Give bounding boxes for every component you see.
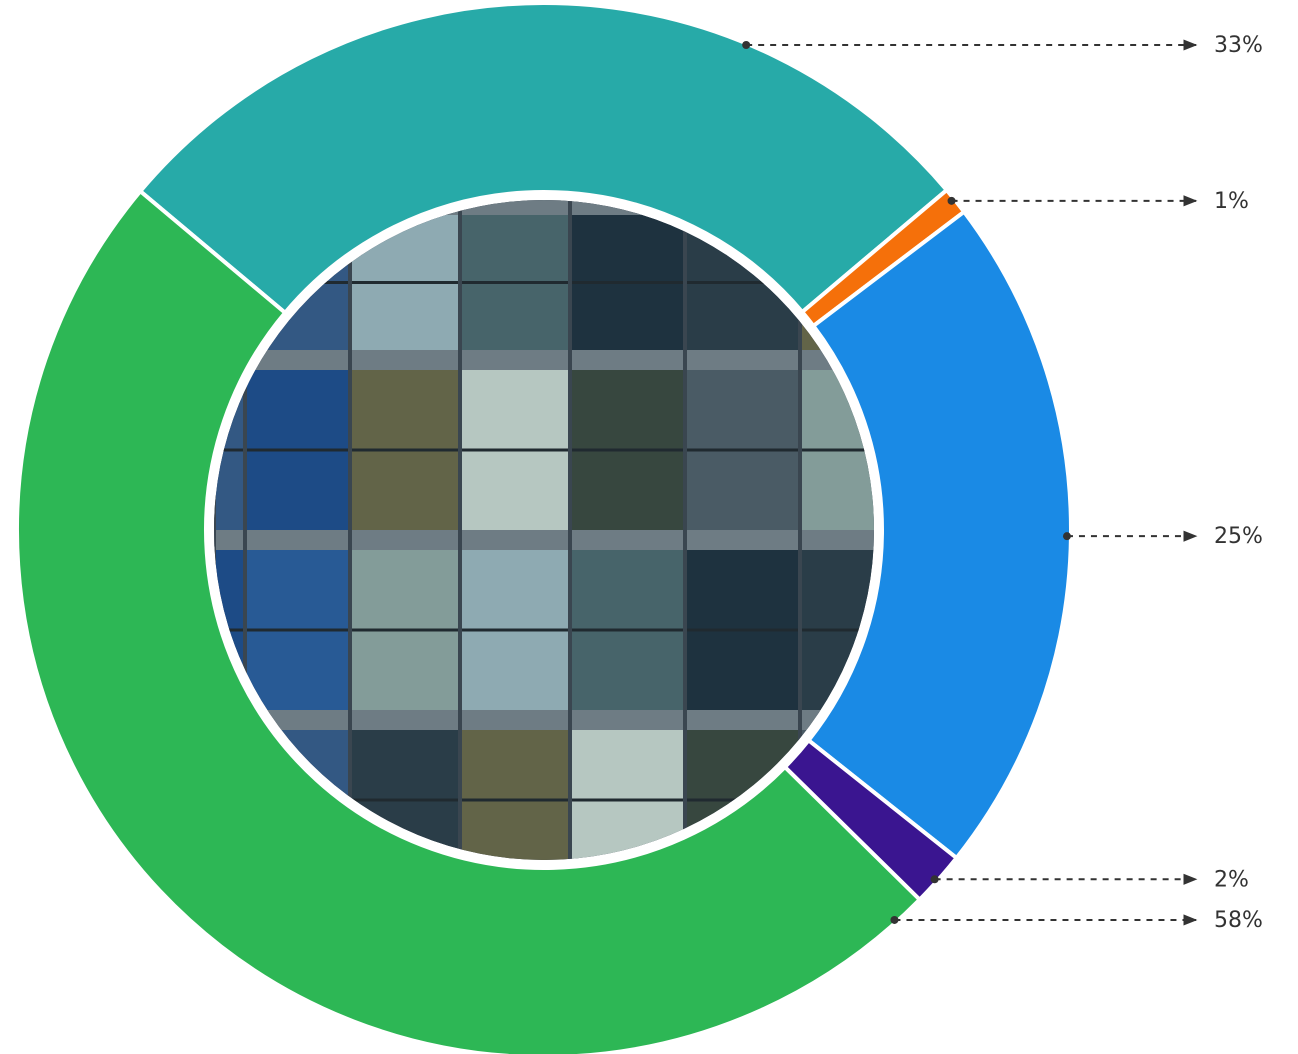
floor-slab	[214, 710, 874, 730]
floor-slab	[214, 530, 874, 550]
labels: 33% 1% 25% 2% 58%	[742, 33, 1263, 933]
value-label: 25%	[1214, 524, 1263, 549]
column	[348, 200, 352, 860]
column	[568, 200, 572, 860]
value-label: 58%	[1214, 908, 1263, 933]
column	[243, 200, 247, 860]
value-label: 33%	[1214, 33, 1263, 58]
value-label: 1%	[1214, 189, 1249, 214]
window	[462, 730, 568, 860]
column	[798, 200, 802, 860]
column	[458, 200, 462, 860]
column	[214, 200, 216, 860]
floor-slab	[214, 350, 874, 370]
column	[683, 200, 687, 860]
slices	[15, 1, 1073, 1054]
value-label: 2%	[1214, 867, 1249, 892]
